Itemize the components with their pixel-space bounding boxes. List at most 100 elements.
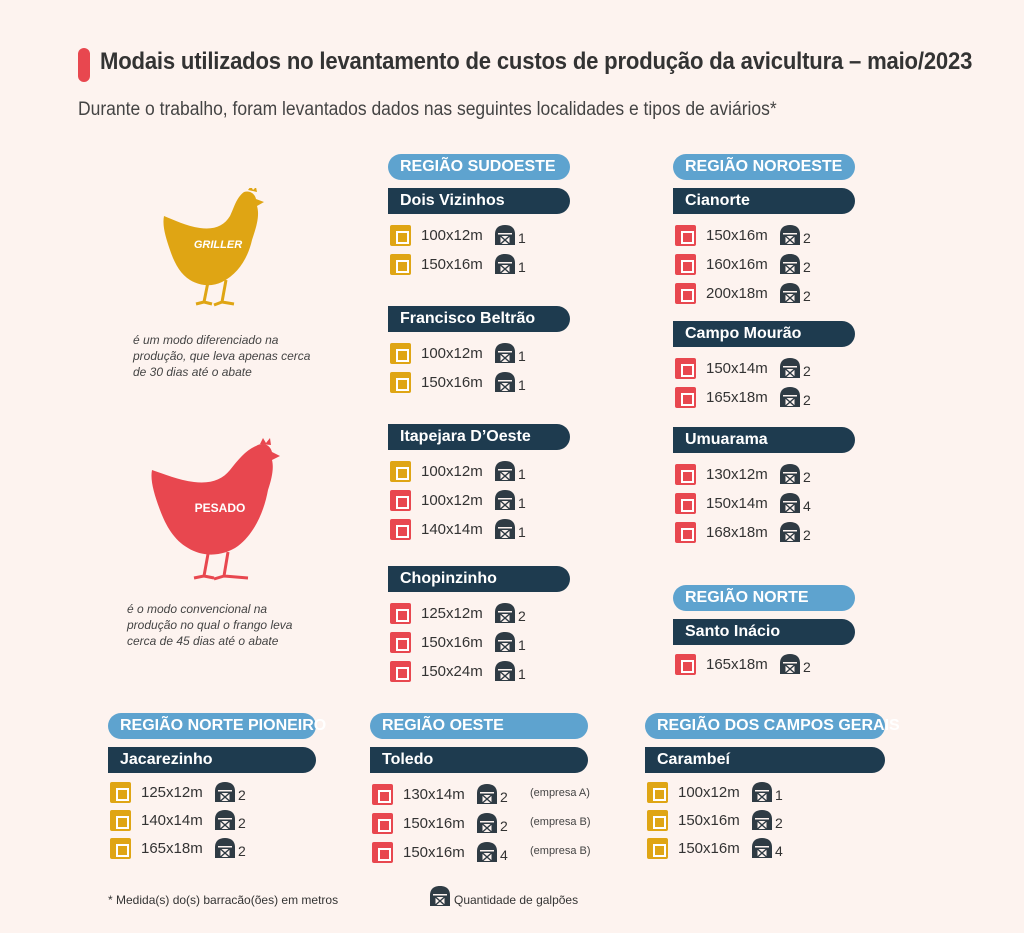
aviary-row: 150x16m 2 (empresa B) bbox=[372, 812, 591, 834]
barn-quantity: 2 bbox=[803, 659, 811, 675]
measure-footnote: * Medida(s) do(s) barracão(ões) em metro… bbox=[108, 893, 339, 907]
pesado-marker-icon bbox=[675, 653, 696, 675]
barn-icon bbox=[215, 810, 235, 830]
barn-icon bbox=[495, 603, 515, 623]
region-norte-pioneiro-pill: REGIÃO NORTE PIONEIRO bbox=[108, 713, 326, 739]
barn-icon bbox=[495, 490, 515, 510]
pesado-marker-icon bbox=[675, 386, 696, 408]
barn-icon bbox=[780, 254, 800, 274]
region-oeste-pill: REGIÃO OESTE bbox=[370, 713, 588, 739]
barn-icon bbox=[477, 842, 497, 862]
aviary-size: 165x18m bbox=[706, 655, 768, 673]
griller-marker-icon bbox=[647, 809, 668, 831]
griller-chicken-icon: GRILLER bbox=[163, 188, 264, 307]
city-pill: Dois Vizinhos bbox=[388, 188, 570, 214]
aviary-size: 100x12m bbox=[421, 491, 483, 509]
barn-legend: Quantidade de galpões bbox=[454, 893, 579, 907]
barn-quantity: 2 bbox=[803, 392, 811, 408]
barn-quantity: 2 bbox=[238, 787, 246, 803]
barn-icon bbox=[215, 838, 235, 858]
barn-icon bbox=[780, 283, 800, 303]
barn-icon bbox=[495, 519, 515, 539]
barn-quantity: 2 bbox=[803, 259, 811, 275]
aviary-size: 140x14m bbox=[141, 811, 203, 829]
aviary-row: 125x12m 2 bbox=[110, 781, 246, 803]
barn-quantity: 1 bbox=[518, 637, 526, 653]
griller-description: é um modo diferenciado na produção, que … bbox=[133, 333, 311, 379]
griller-marker-icon bbox=[110, 781, 131, 803]
aviary-row: 150x16m 2 bbox=[647, 809, 783, 831]
aviary-row: 100x12m 1 bbox=[390, 224, 526, 246]
barn-quantity: 2 bbox=[518, 608, 526, 624]
griller-marker-icon bbox=[647, 837, 668, 859]
barn-quantity: 2 bbox=[803, 288, 811, 304]
barn-quantity: 1 bbox=[518, 348, 526, 364]
aviary-size: 150x16m bbox=[706, 226, 768, 244]
aviary-size: 100x12m bbox=[421, 226, 483, 244]
city-pill: Campo Mourão bbox=[673, 321, 855, 347]
barn-quantity: 2 bbox=[803, 469, 811, 485]
aviary-size: 165x18m bbox=[141, 839, 203, 857]
aviary-size: 150x16m bbox=[403, 814, 465, 832]
city-pill: Chopinzinho bbox=[388, 566, 570, 592]
aviary-size: 140x14m bbox=[421, 520, 483, 538]
aviary-row: 140x14m 1 bbox=[390, 518, 526, 540]
barn-icon bbox=[780, 522, 800, 542]
barn-icon bbox=[780, 464, 800, 484]
aviary-row: 150x14m 2 bbox=[675, 357, 811, 379]
barn-icon bbox=[752, 782, 772, 802]
aviary-size: 125x12m bbox=[141, 783, 203, 801]
aviary-size: 160x16m bbox=[706, 255, 768, 273]
barn-icon bbox=[215, 782, 235, 802]
barn-quantity: 4 bbox=[775, 843, 783, 859]
aviary-row: 150x14m 4 bbox=[675, 492, 811, 514]
aviary-size: 168x18m bbox=[706, 523, 768, 541]
aviary-row: 168x18m 2 bbox=[675, 521, 811, 543]
aviary-row: 150x16m 1 bbox=[390, 631, 526, 653]
griller-marker-icon bbox=[390, 342, 411, 364]
barn-icon bbox=[752, 838, 772, 858]
aviary-row: 165x18m 2 bbox=[675, 653, 811, 675]
pesado-marker-icon bbox=[372, 841, 393, 863]
aviary-size: 150x16m bbox=[421, 373, 483, 391]
aviary-size: 150x16m bbox=[678, 839, 740, 857]
griller-marker-icon bbox=[390, 224, 411, 246]
pesado-label: PESADO bbox=[195, 501, 246, 515]
region-noroeste-pill: REGIÃO NOROESTE bbox=[673, 154, 855, 180]
aviary-size: 150x16m bbox=[421, 633, 483, 651]
aviary-size: 150x14m bbox=[706, 494, 768, 512]
pesado-marker-icon bbox=[675, 282, 696, 304]
page-subtitle: Durante o trabalho, foram levantados dad… bbox=[78, 99, 777, 120]
barn-icon bbox=[495, 343, 515, 363]
pesado-marker-icon bbox=[390, 489, 411, 511]
barn-icon bbox=[495, 254, 515, 274]
company-note: (empresa B) bbox=[530, 845, 591, 857]
aviary-row: 165x18m 2 bbox=[110, 837, 246, 859]
aviary-row: 150x16m 1 bbox=[390, 253, 526, 275]
griller-marker-icon bbox=[390, 371, 411, 393]
pesado-marker-icon bbox=[675, 224, 696, 246]
region-sudoeste-pill: REGIÃO SUDOESTE bbox=[388, 154, 570, 180]
barn-quantity: 1 bbox=[518, 466, 526, 482]
aviary-row: 160x16m 2 bbox=[675, 253, 811, 275]
pesado-marker-icon bbox=[675, 521, 696, 543]
company-note: (empresa B) bbox=[530, 816, 591, 828]
aviary-row: 100x12m 1 bbox=[647, 781, 783, 803]
barn-quantity: 2 bbox=[803, 527, 811, 543]
barn-quantity: 1 bbox=[775, 787, 783, 803]
barn-icon bbox=[752, 810, 772, 830]
pesado-marker-icon bbox=[675, 357, 696, 379]
barn-icon bbox=[780, 358, 800, 378]
barn-quantity: 4 bbox=[803, 498, 811, 514]
aviary-row: 125x12m 2 bbox=[390, 602, 526, 624]
aviary-size: 150x16m bbox=[403, 843, 465, 861]
barn-quantity: 2 bbox=[775, 815, 783, 831]
barn-quantity: 2 bbox=[803, 363, 811, 379]
barn-icon bbox=[780, 225, 800, 245]
aviary-row: 100x12m 1 bbox=[390, 460, 526, 482]
barn-icon bbox=[495, 372, 515, 392]
griller-marker-icon bbox=[647, 781, 668, 803]
pesado-marker-icon bbox=[675, 492, 696, 514]
barn-quantity: 1 bbox=[518, 230, 526, 246]
aviary-row: 150x16m 1 bbox=[390, 371, 526, 393]
